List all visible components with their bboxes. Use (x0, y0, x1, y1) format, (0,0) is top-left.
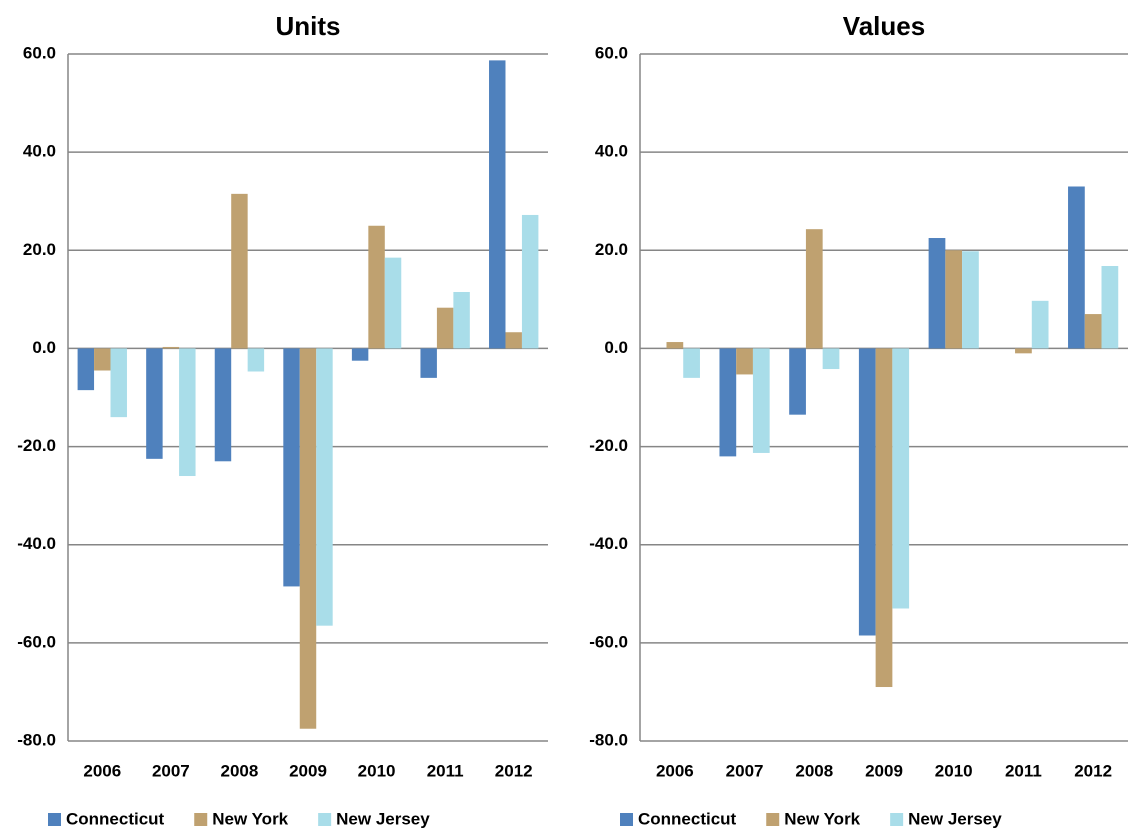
bar (789, 348, 806, 415)
bar (945, 250, 963, 349)
bar (77, 348, 95, 391)
x-tick-label: 2010 (358, 761, 396, 780)
legend-swatch (890, 813, 904, 826)
y-tick-label: 40.0 (23, 142, 56, 161)
bar (1084, 314, 1102, 349)
bar (231, 193, 248, 349)
bar (299, 348, 317, 729)
bar (420, 348, 437, 378)
bar (1031, 300, 1049, 349)
bar (453, 291, 470, 349)
bar (858, 348, 876, 636)
y-tick-label: -40.0 (589, 534, 628, 553)
bar (214, 348, 232, 462)
bar (110, 348, 127, 418)
legend-swatch (620, 813, 633, 826)
bar (94, 348, 111, 371)
x-tick-label: 2012 (495, 761, 533, 780)
x-tick-label: 2007 (152, 761, 190, 780)
y-tick-label: -40.0 (17, 534, 56, 553)
bar (1101, 265, 1119, 349)
x-tick-label: 2011 (427, 761, 464, 780)
chart-title: Values (843, 11, 925, 41)
bar (351, 348, 369, 361)
y-tick-label: -20.0 (17, 436, 56, 455)
y-tick-label: 0.0 (604, 338, 628, 357)
legend-swatch (766, 813, 780, 826)
y-tick-label: 20.0 (595, 240, 628, 259)
bar (892, 348, 910, 609)
chart-title: Units (276, 11, 341, 41)
bar (283, 348, 300, 587)
bar (505, 332, 522, 349)
legend-label: New Jersey (908, 809, 1002, 828)
bar (1068, 186, 1085, 349)
bar (822, 348, 840, 370)
x-tick-label: 2012 (1074, 761, 1112, 780)
bar (146, 348, 163, 459)
bar (436, 307, 454, 349)
bar (521, 214, 539, 349)
bar (962, 251, 979, 349)
y-tick-label: -20.0 (589, 436, 628, 455)
legend-swatch (48, 813, 61, 826)
y-tick-label: 0.0 (32, 338, 56, 357)
bar (316, 348, 333, 626)
x-tick-label: 2008 (221, 761, 259, 780)
bar (179, 348, 196, 477)
legend-label: New York (212, 809, 288, 828)
x-tick-label: 2009 (865, 761, 903, 780)
x-tick-label: 2007 (726, 761, 764, 780)
bar (162, 346, 180, 349)
legend-swatch (318, 813, 332, 826)
x-tick-label: 2009 (289, 761, 327, 780)
x-tick-label: 2008 (795, 761, 833, 780)
bar (384, 257, 402, 349)
bar (805, 229, 823, 349)
y-tick-label: -60.0 (17, 632, 56, 651)
bar (247, 348, 265, 372)
y-tick-label: 60.0 (23, 43, 56, 62)
bar (752, 348, 770, 453)
bar (683, 348, 700, 378)
y-tick-label: -80.0 (589, 730, 628, 749)
legend-label: New Jersey (336, 809, 430, 828)
legend-label: Connecticut (66, 809, 165, 828)
bar (489, 60, 506, 349)
y-tick-label: 20.0 (23, 240, 56, 259)
y-tick-label: 60.0 (595, 43, 628, 62)
bar (1015, 348, 1032, 354)
bar (368, 225, 385, 349)
legend-label: Connecticut (638, 809, 737, 828)
y-tick-label: -80.0 (17, 730, 56, 749)
bar (736, 348, 753, 375)
bar (666, 342, 684, 349)
bar (928, 238, 946, 349)
x-tick-label: 2010 (935, 761, 973, 780)
legend-label: New York (784, 809, 860, 828)
x-tick-label: 2006 (656, 761, 694, 780)
x-tick-label: 2011 (1005, 761, 1042, 780)
x-tick-label: 2006 (83, 761, 121, 780)
legend-swatch (194, 813, 208, 826)
y-tick-label: -60.0 (589, 632, 628, 651)
bar (875, 348, 893, 688)
y-tick-label: 40.0 (595, 142, 628, 161)
bar (719, 348, 737, 457)
